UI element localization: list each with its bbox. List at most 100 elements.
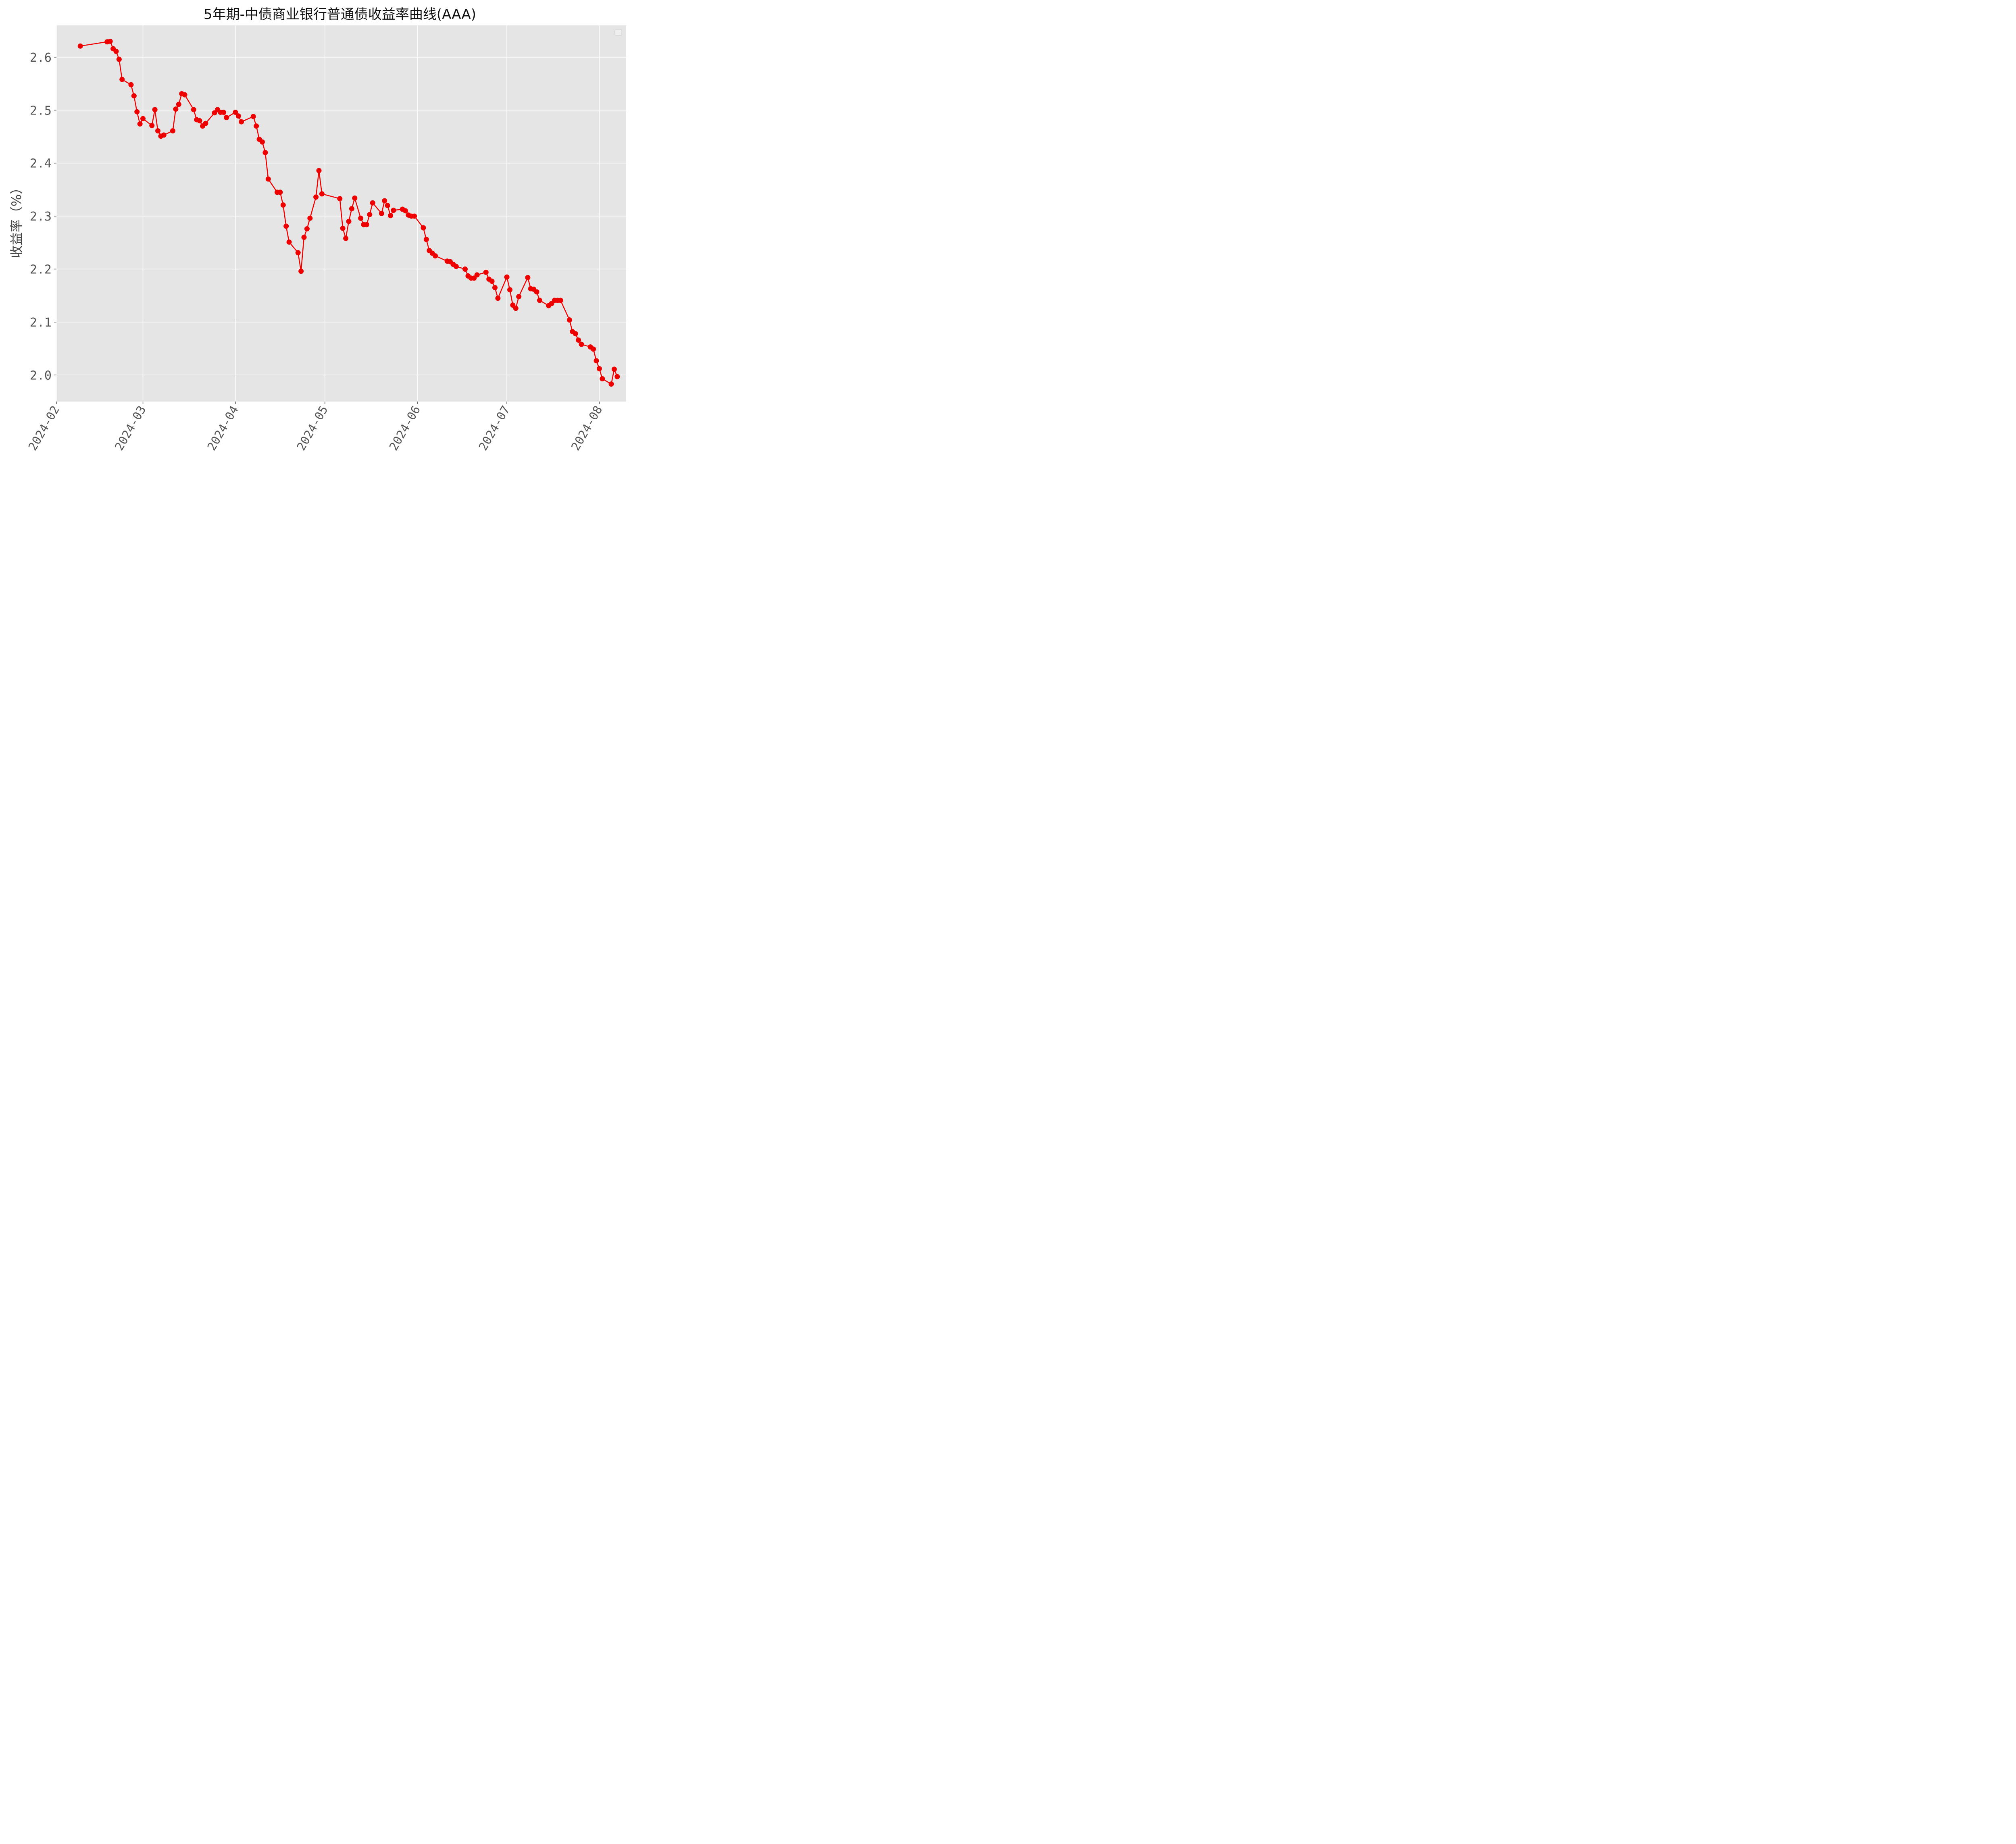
data-point xyxy=(319,191,325,197)
data-point xyxy=(391,208,396,213)
data-point xyxy=(423,237,429,242)
data-point xyxy=(182,92,187,98)
y-tick-label: 2.4 xyxy=(30,157,52,171)
data-point xyxy=(453,264,459,269)
x-tick-label: 2024-03 xyxy=(112,404,149,453)
data-point xyxy=(155,128,161,134)
data-point xyxy=(313,194,319,200)
data-point xyxy=(370,200,375,206)
data-point xyxy=(614,374,620,379)
yield-curve-chart: 5年期-中债商业银行普通债收益率曲线(AAA) 2.02.12.22.32.42… xyxy=(9,6,626,453)
data-point xyxy=(149,123,155,128)
data-point xyxy=(611,366,617,372)
data-point xyxy=(77,43,83,49)
data-point xyxy=(579,341,584,347)
legend-box xyxy=(614,29,622,36)
data-point xyxy=(534,289,539,295)
data-point xyxy=(119,77,125,82)
data-point xyxy=(134,109,140,114)
x-tick-label: 2024-06 xyxy=(387,404,423,453)
data-point xyxy=(170,128,176,134)
data-point xyxy=(596,366,602,372)
x-tick-label: 2024-04 xyxy=(204,404,241,453)
grid-lines xyxy=(56,25,626,402)
data-point xyxy=(576,337,581,343)
data-point xyxy=(221,110,226,115)
data-point xyxy=(295,250,301,256)
data-point xyxy=(558,298,563,303)
data-point xyxy=(265,176,271,182)
data-point xyxy=(340,225,346,231)
data-point xyxy=(352,195,358,201)
x-axis-ticks: 2024-02 2024-03 2024-04 2024-05 2024-06 2024-… xyxy=(26,402,605,453)
data-point xyxy=(364,222,369,227)
data-point xyxy=(128,82,134,87)
data-point xyxy=(382,198,387,204)
data-point xyxy=(298,268,304,274)
data-point xyxy=(173,106,179,112)
data-point xyxy=(301,235,307,240)
data-point xyxy=(433,253,438,259)
data-point xyxy=(507,287,512,293)
data-point xyxy=(489,279,495,284)
data-point xyxy=(573,331,578,337)
x-tick-label: 2024-08 xyxy=(569,404,605,453)
data-point xyxy=(600,376,605,381)
data-point xyxy=(513,306,519,311)
data-point xyxy=(280,202,286,208)
y-tick-label: 2.2 xyxy=(30,262,52,277)
data-point xyxy=(483,269,489,275)
data-point xyxy=(137,121,143,127)
y-tick-label: 2.5 xyxy=(30,104,52,118)
y-tick-label: 2.3 xyxy=(30,210,52,224)
data-point xyxy=(197,118,202,124)
data-point xyxy=(537,298,542,303)
data-point xyxy=(504,274,510,280)
data-point xyxy=(346,219,352,224)
data-point xyxy=(304,226,310,232)
data-point xyxy=(516,294,522,300)
data-point xyxy=(224,115,229,121)
data-point xyxy=(286,239,292,245)
x-tick-label: 2024-02 xyxy=(26,404,62,453)
data-point xyxy=(367,212,373,217)
data-point xyxy=(239,119,244,125)
data-point xyxy=(307,215,313,221)
data-point xyxy=(161,132,167,138)
data-point xyxy=(421,225,426,231)
data-point xyxy=(116,56,122,62)
data-point xyxy=(591,346,596,352)
y-axis-ticks: 2.0 2.1 2.2 2.3 2.4 2.5 2.6 xyxy=(30,51,56,383)
data-point xyxy=(358,215,364,221)
data-point xyxy=(131,93,137,99)
x-tick-label: 2024-07 xyxy=(476,404,513,453)
data-point xyxy=(262,150,268,155)
data-point xyxy=(140,116,146,121)
data-point xyxy=(316,168,322,173)
data-point xyxy=(152,107,158,112)
data-point xyxy=(608,381,614,387)
data-point xyxy=(462,266,468,272)
data-point xyxy=(495,296,501,301)
data-point xyxy=(412,213,417,219)
data-point xyxy=(191,107,196,112)
y-axis-label: 收益率（%） xyxy=(9,181,24,258)
data-point xyxy=(403,208,408,214)
data-point xyxy=(525,275,531,281)
data-point xyxy=(107,38,113,44)
data-point xyxy=(337,196,343,202)
data-point xyxy=(283,223,289,229)
data-point xyxy=(254,123,259,129)
x-tick-label: 2024-05 xyxy=(294,404,331,453)
data-point xyxy=(277,189,283,195)
data-point xyxy=(349,206,354,212)
y-tick-label: 2.6 xyxy=(30,51,52,65)
y-tick-label: 2.1 xyxy=(30,316,52,330)
data-point xyxy=(474,272,480,278)
data-point xyxy=(594,358,599,364)
y-tick-label: 2.0 xyxy=(30,368,52,383)
data-point xyxy=(492,285,498,290)
data-point xyxy=(379,211,384,216)
data-point xyxy=(388,213,394,219)
data-point xyxy=(385,203,390,208)
